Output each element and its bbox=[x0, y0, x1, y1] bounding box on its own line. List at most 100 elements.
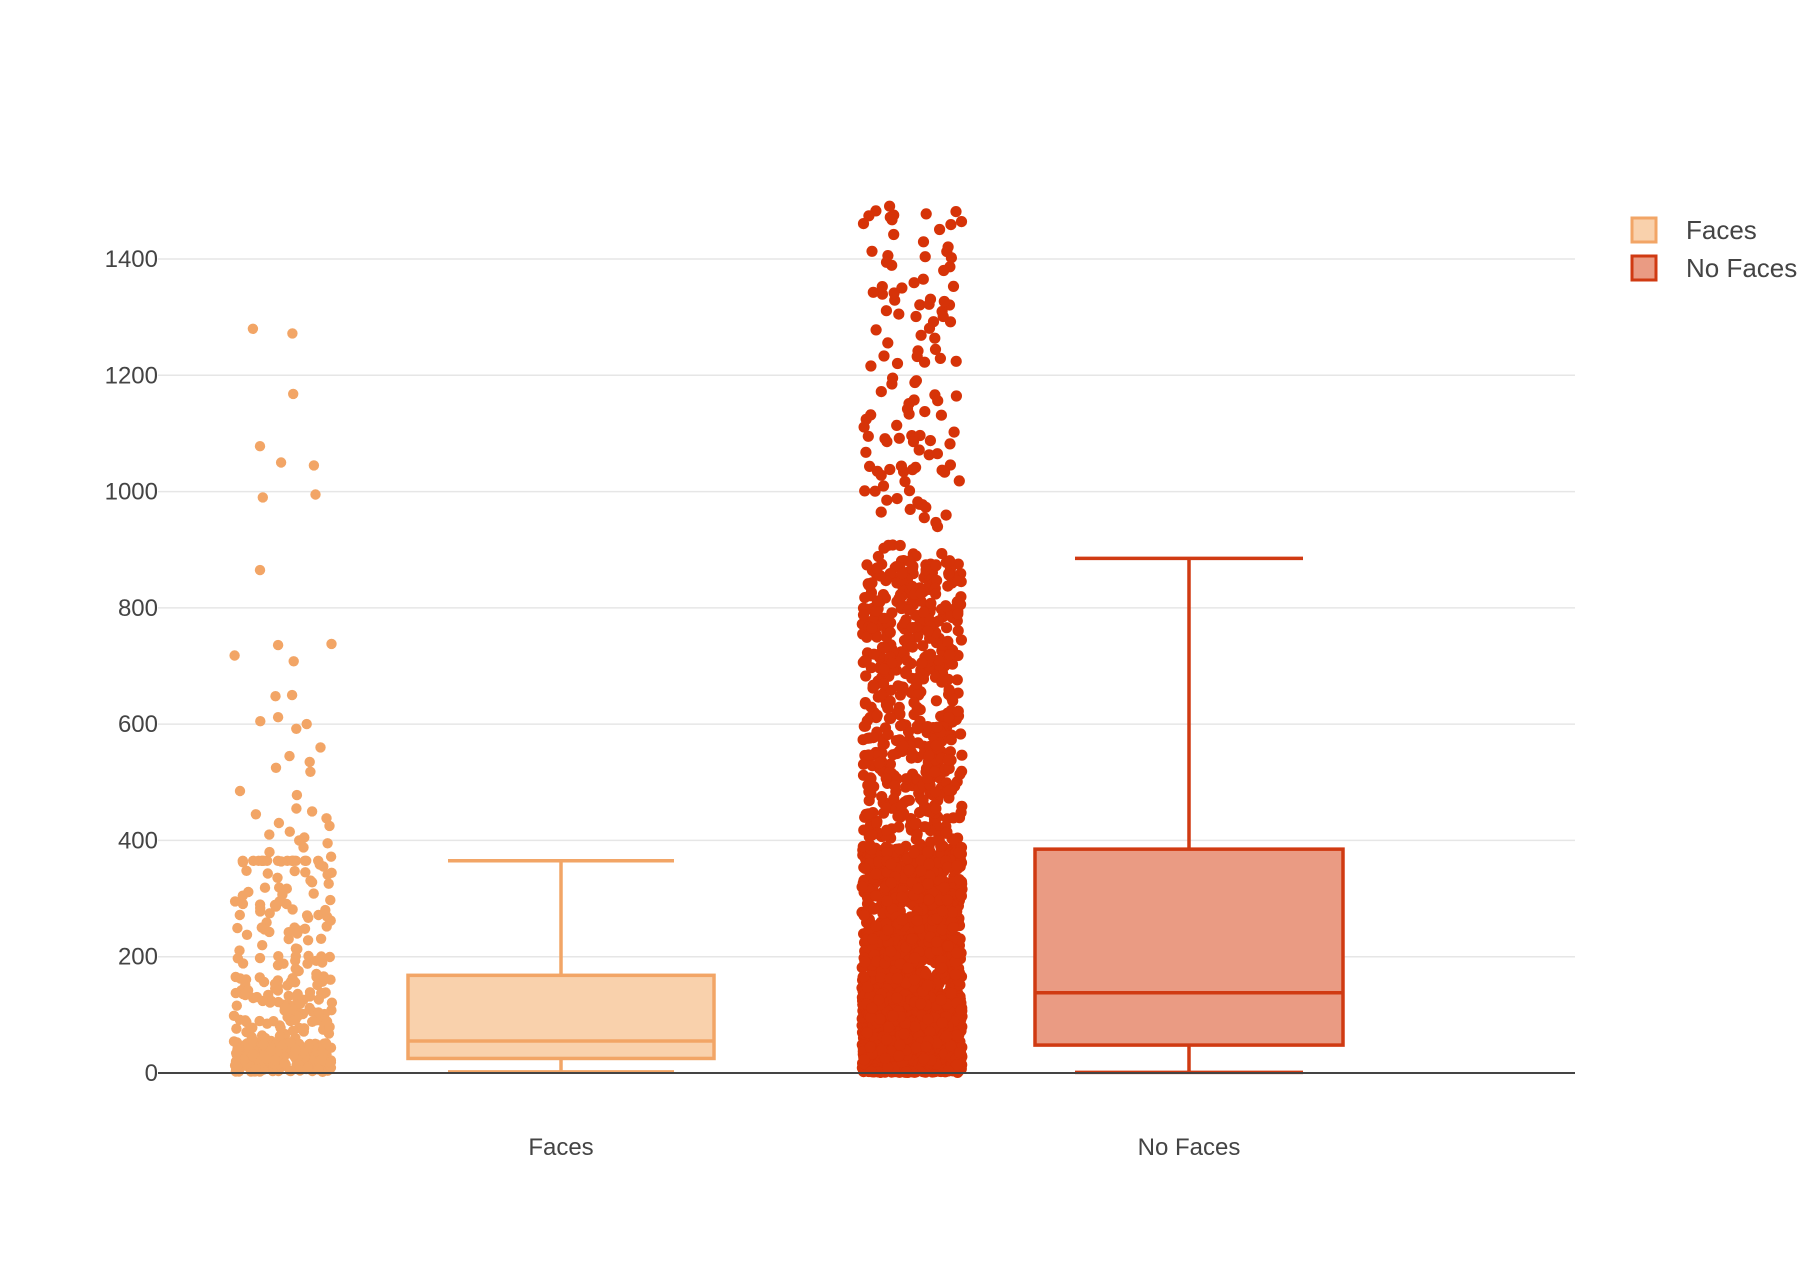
data-point bbox=[917, 794, 929, 806]
data-point bbox=[887, 372, 899, 384]
x-axis: Faces No Faces bbox=[528, 1134, 1240, 1161]
data-point bbox=[325, 915, 336, 926]
data-point bbox=[913, 444, 925, 456]
data-point bbox=[909, 818, 921, 830]
legend-swatch bbox=[1630, 216, 1658, 244]
data-point bbox=[920, 967, 932, 980]
data-point bbox=[878, 542, 890, 554]
data-point bbox=[258, 976, 270, 988]
data-point bbox=[272, 712, 284, 723]
data-point bbox=[868, 903, 880, 915]
data-point bbox=[312, 979, 323, 991]
data-point bbox=[324, 820, 335, 832]
data-point bbox=[924, 1026, 936, 1038]
data-point bbox=[888, 228, 900, 241]
data-point bbox=[234, 909, 245, 921]
data-point bbox=[935, 962, 948, 974]
data-point bbox=[948, 426, 960, 438]
data-point bbox=[878, 663, 890, 675]
data-point bbox=[955, 634, 968, 646]
data-point bbox=[880, 256, 893, 268]
data-point bbox=[891, 357, 904, 370]
data-point bbox=[886, 214, 898, 226]
legend[interactable]: Faces No Faces bbox=[1630, 215, 1797, 283]
data-point bbox=[945, 987, 958, 999]
data-point bbox=[909, 952, 921, 964]
y-tick-label: 1400 bbox=[105, 246, 158, 273]
data-point bbox=[275, 1022, 286, 1034]
data-point bbox=[234, 1014, 245, 1025]
data-point bbox=[303, 950, 314, 962]
data-point bbox=[287, 1025, 299, 1037]
data-point bbox=[895, 720, 907, 732]
data-point bbox=[950, 206, 962, 218]
data-point bbox=[922, 878, 934, 890]
data-point bbox=[912, 883, 924, 895]
data-point bbox=[858, 421, 870, 433]
data-point bbox=[947, 280, 960, 292]
data-point bbox=[283, 990, 294, 1002]
data-point bbox=[887, 1010, 899, 1022]
data-point bbox=[865, 409, 877, 421]
data-point bbox=[905, 752, 918, 764]
data-point bbox=[291, 789, 303, 801]
data-point bbox=[956, 749, 968, 761]
x-tick-label: Faces bbox=[528, 1134, 593, 1161]
legend-item-faces[interactable]: Faces bbox=[1630, 215, 1757, 245]
data-point bbox=[923, 858, 935, 870]
data-point bbox=[945, 219, 957, 231]
data-point bbox=[885, 712, 897, 725]
data-point bbox=[230, 1056, 242, 1067]
data-point bbox=[940, 1030, 953, 1043]
data-point bbox=[270, 691, 281, 702]
data-point bbox=[879, 433, 891, 445]
data-point bbox=[858, 720, 870, 732]
data-point bbox=[876, 689, 888, 701]
data-point bbox=[308, 888, 319, 899]
data-point bbox=[885, 877, 897, 889]
data-point bbox=[907, 436, 920, 448]
data-point bbox=[921, 979, 934, 992]
data-point bbox=[857, 609, 870, 621]
points-faces bbox=[228, 323, 338, 1078]
data-point bbox=[945, 1039, 957, 1052]
data-point bbox=[301, 855, 312, 866]
data-point bbox=[919, 821, 931, 833]
data-point bbox=[861, 559, 873, 571]
data-point bbox=[920, 208, 932, 220]
data-point bbox=[318, 861, 329, 872]
data-point bbox=[294, 998, 306, 1009]
data-point bbox=[917, 273, 929, 285]
data-point bbox=[866, 577, 878, 589]
data-point bbox=[911, 723, 924, 735]
data-point bbox=[906, 622, 919, 634]
data-point bbox=[934, 352, 947, 364]
data-point bbox=[894, 1039, 906, 1051]
data-point bbox=[862, 430, 874, 442]
data-point bbox=[247, 323, 259, 334]
data-point bbox=[915, 865, 927, 877]
data-point bbox=[866, 829, 878, 841]
data-point bbox=[949, 968, 962, 981]
data-point bbox=[867, 732, 880, 744]
data-point bbox=[305, 766, 316, 777]
data-point bbox=[321, 1016, 333, 1027]
legend-item-no-faces[interactable]: No Faces bbox=[1630, 253, 1797, 283]
data-point bbox=[265, 995, 277, 1006]
data-point bbox=[298, 842, 309, 853]
data-point bbox=[952, 558, 964, 570]
y-tick-label: 0 bbox=[145, 1060, 158, 1087]
data-point bbox=[891, 493, 903, 505]
data-point bbox=[942, 754, 954, 766]
data-point bbox=[892, 680, 904, 692]
data-point bbox=[261, 1053, 272, 1064]
data-point bbox=[873, 757, 885, 769]
data-point bbox=[232, 922, 243, 934]
data-point bbox=[272, 985, 284, 996]
data-point bbox=[882, 702, 894, 714]
data-point bbox=[932, 395, 944, 407]
data-point bbox=[304, 1002, 315, 1014]
data-point bbox=[950, 355, 962, 367]
data-point bbox=[324, 951, 335, 963]
data-point bbox=[911, 678, 923, 690]
